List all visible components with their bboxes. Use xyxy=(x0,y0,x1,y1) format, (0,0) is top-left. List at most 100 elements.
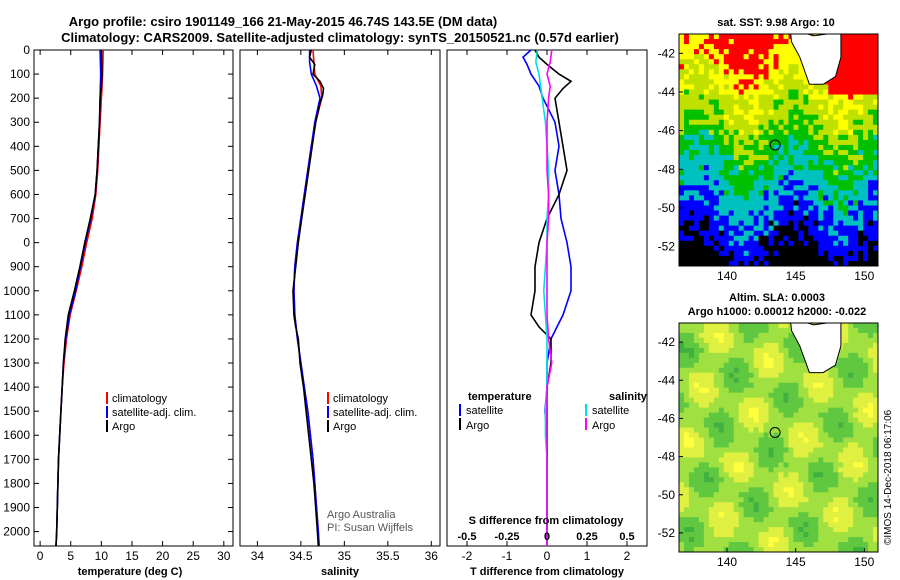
heatmap-cell xyxy=(793,84,799,90)
heatmap-cell xyxy=(679,323,685,329)
heatmap-cell xyxy=(848,79,854,85)
heatmap-cell xyxy=(873,532,878,538)
heatmap-cell xyxy=(783,84,789,90)
heatmap-cell xyxy=(873,200,878,206)
heatmap-cell xyxy=(728,442,735,448)
heatmap-cell xyxy=(738,422,745,428)
heatmap-cell xyxy=(738,99,745,106)
heatmap-cell xyxy=(733,332,740,339)
heatmap-cell xyxy=(843,372,849,379)
heatmap-cell xyxy=(688,382,695,389)
heatmap-cell xyxy=(688,119,695,126)
heatmap-cell xyxy=(808,527,814,533)
heatmap-cell xyxy=(698,407,705,414)
heatmap-cell xyxy=(763,397,769,404)
argo-float-marker xyxy=(769,139,781,151)
heatmap-cell xyxy=(863,160,869,166)
heatmap-cell xyxy=(708,487,715,493)
heatmap-cell xyxy=(763,205,769,211)
heatmap-cell xyxy=(863,129,869,136)
heatmap-cell xyxy=(828,99,834,106)
heatmap-cell xyxy=(688,230,695,237)
heatmap-cell xyxy=(718,170,725,176)
heatmap-cell xyxy=(823,372,829,379)
heatmap-cell xyxy=(679,180,685,186)
heatmap-cell xyxy=(753,487,760,493)
heatmap-cell xyxy=(818,472,824,478)
heatmap-cell xyxy=(868,547,874,552)
heatmap-cell xyxy=(863,357,869,364)
heatmap-cell xyxy=(693,230,700,237)
heatmap-cell xyxy=(783,89,789,95)
heatmap-cell xyxy=(853,94,859,100)
heatmap-cell xyxy=(763,462,769,468)
heatmap-cell xyxy=(843,357,849,364)
heatmap-cell xyxy=(758,517,764,523)
heatmap-cell xyxy=(743,69,750,75)
heatmap-cell xyxy=(823,124,829,131)
heatmap-cell xyxy=(738,84,745,90)
heatmap-cell xyxy=(683,260,690,266)
heatmap-cell xyxy=(688,69,695,75)
heatmap-cell xyxy=(763,215,769,222)
heatmap-cell xyxy=(868,74,874,80)
heatmap-cell xyxy=(718,502,725,508)
heatmap-cell xyxy=(793,119,799,126)
heatmap-cell xyxy=(868,79,874,85)
heatmap-cell xyxy=(753,447,760,453)
heatmap-cell xyxy=(843,502,849,508)
heatmap-cell xyxy=(718,527,725,533)
heatmap-cell xyxy=(723,99,730,106)
heatmap-cell xyxy=(738,467,745,473)
heatmap-cell xyxy=(753,412,760,418)
heatmap-cell xyxy=(783,235,789,242)
heatmap-cell xyxy=(679,64,685,70)
heatmap-cell xyxy=(688,462,695,468)
heatmap-cell xyxy=(679,347,685,354)
heatmap-cell xyxy=(838,397,844,404)
heatmap-cell xyxy=(679,432,685,438)
heatmap-cell xyxy=(758,547,764,552)
heatmap-cell xyxy=(758,195,764,201)
heatmap-cell xyxy=(848,342,854,349)
heatmap-cell xyxy=(783,522,789,528)
heatmap-cell xyxy=(733,437,740,443)
heatmap-cell xyxy=(679,467,685,473)
heatmap-cell xyxy=(858,79,864,85)
heatmap-cell xyxy=(843,74,849,80)
heatmap-cell xyxy=(758,342,764,349)
heatmap-cell xyxy=(683,255,690,262)
heatmap-cell xyxy=(818,427,824,433)
heatmap-cell xyxy=(843,477,849,483)
heatmap-cell xyxy=(733,44,740,50)
heatmap-cell xyxy=(703,542,710,548)
heatmap-cell xyxy=(733,492,740,498)
heatmap-cell xyxy=(703,124,710,131)
heatmap-cell xyxy=(863,532,869,538)
heatmap-cell xyxy=(768,382,774,389)
heatmap-cell xyxy=(773,387,779,394)
heatmap-cell xyxy=(838,492,844,498)
heatmap-cell xyxy=(718,367,725,374)
heatmap-cell xyxy=(688,200,695,206)
heatmap-cell xyxy=(703,467,710,473)
heatmap-cell xyxy=(818,114,824,121)
heatmap-cell xyxy=(708,64,715,70)
heatmap-cell xyxy=(679,74,685,80)
heatmap-cell xyxy=(703,487,710,493)
heatmap-cell xyxy=(778,129,784,136)
heatmap-cell xyxy=(798,245,804,252)
y-tick-label: 1500 xyxy=(3,404,30,418)
heatmap-cell xyxy=(768,372,774,379)
heatmap-cell xyxy=(803,114,809,121)
heatmap-cell xyxy=(863,432,869,438)
heatmap-cell xyxy=(868,542,874,548)
figure-title-line-1: Argo profile: csiro 1901149_166 21-May-2… xyxy=(69,14,498,29)
heatmap-cell xyxy=(778,59,784,65)
heatmap-cell xyxy=(683,452,690,458)
heatmap-cell xyxy=(838,165,844,171)
heatmap-cell xyxy=(718,537,725,543)
heatmap-cell xyxy=(788,512,794,518)
heatmap-cell xyxy=(838,94,844,100)
heatmap-cell xyxy=(693,507,700,513)
